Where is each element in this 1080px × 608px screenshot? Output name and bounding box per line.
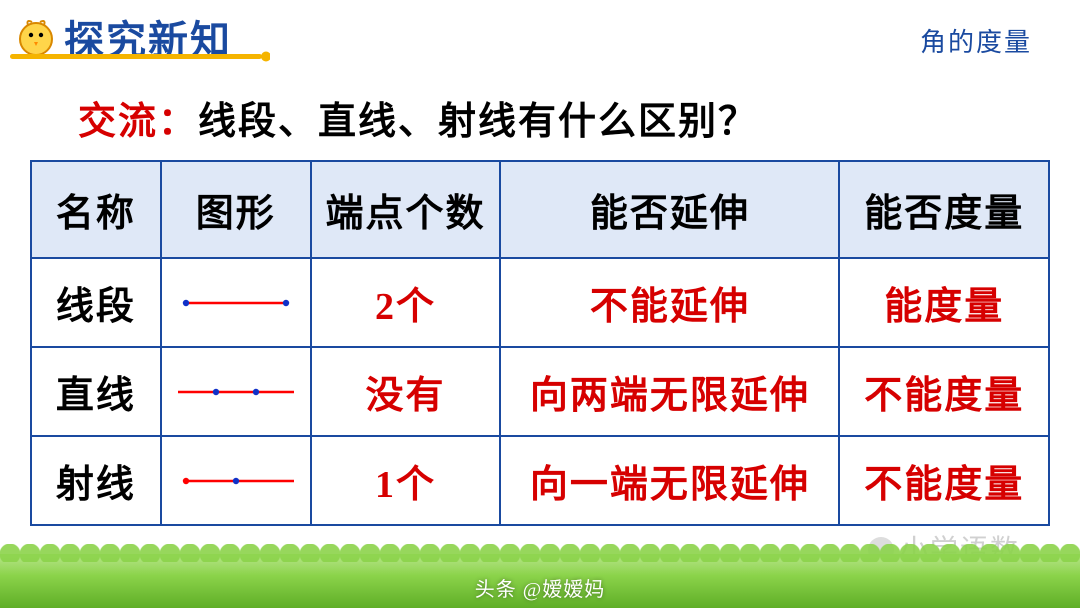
ray-icon xyxy=(176,465,296,497)
col-header-extend: 能否延伸 xyxy=(500,161,839,258)
cell-extend: 向两端无限延伸 xyxy=(500,347,839,436)
table-row: 射线 1个向一端无限延伸不能度量 xyxy=(31,436,1049,525)
cell-name: 直线 xyxy=(31,347,161,436)
cell-meas: 能度量 xyxy=(839,258,1049,347)
segment-icon xyxy=(176,287,296,319)
right-caption: 角的度量 xyxy=(920,22,1032,59)
table-header-row: 名称 图形 端点个数 能否延伸 能否度量 xyxy=(31,161,1049,258)
table-row: 线段 2个不能延伸能度量 xyxy=(31,258,1049,347)
comparison-table: 名称 图形 端点个数 能否延伸 能否度量 线段 2个不能延伸能度量直线 没有向两端无… xyxy=(30,160,1050,526)
cell-name: 射线 xyxy=(31,436,161,525)
cell-ends: 没有 xyxy=(311,347,501,436)
question-line: 交流：线段、直线、射线有什么区别？ xyxy=(78,90,758,145)
footer-text: 头条 @嫒嫒妈 xyxy=(0,573,1080,602)
col-header-shape: 图形 xyxy=(161,161,311,258)
col-header-meas: 能否度量 xyxy=(839,161,1049,258)
table-body: 线段2个不能延伸能度量直线没有向两端无限延伸不能度量射线1个向一端无限延伸不能度… xyxy=(31,258,1049,525)
cell-extend: 不能延伸 xyxy=(500,258,839,347)
cell-shape xyxy=(161,347,311,436)
col-header-ends: 端点个数 xyxy=(311,161,501,258)
cell-meas: 不能度量 xyxy=(839,347,1049,436)
question-body: 线段、直线、射线有什么区别？ xyxy=(198,101,758,143)
question-prefix: 交流： xyxy=(78,101,198,143)
cell-name: 线段 xyxy=(31,258,161,347)
cell-shape xyxy=(161,436,311,525)
col-header-name: 名称 xyxy=(31,161,161,258)
cell-shape xyxy=(161,258,311,347)
cell-extend: 向一端无限延伸 xyxy=(500,436,839,525)
table-row: 直线 没有向两端无限延伸不能度量 xyxy=(31,347,1049,436)
cell-meas: 不能度量 xyxy=(839,436,1049,525)
slide: 探究新知 角的度量 交流：线段、直线、射线有什么区别？ 名称 图形 端点个数 能… xyxy=(0,0,1080,608)
cell-ends: 2个 xyxy=(311,258,501,347)
underline-icon xyxy=(10,50,270,64)
line-icon xyxy=(176,376,296,408)
cell-ends: 1个 xyxy=(311,436,501,525)
